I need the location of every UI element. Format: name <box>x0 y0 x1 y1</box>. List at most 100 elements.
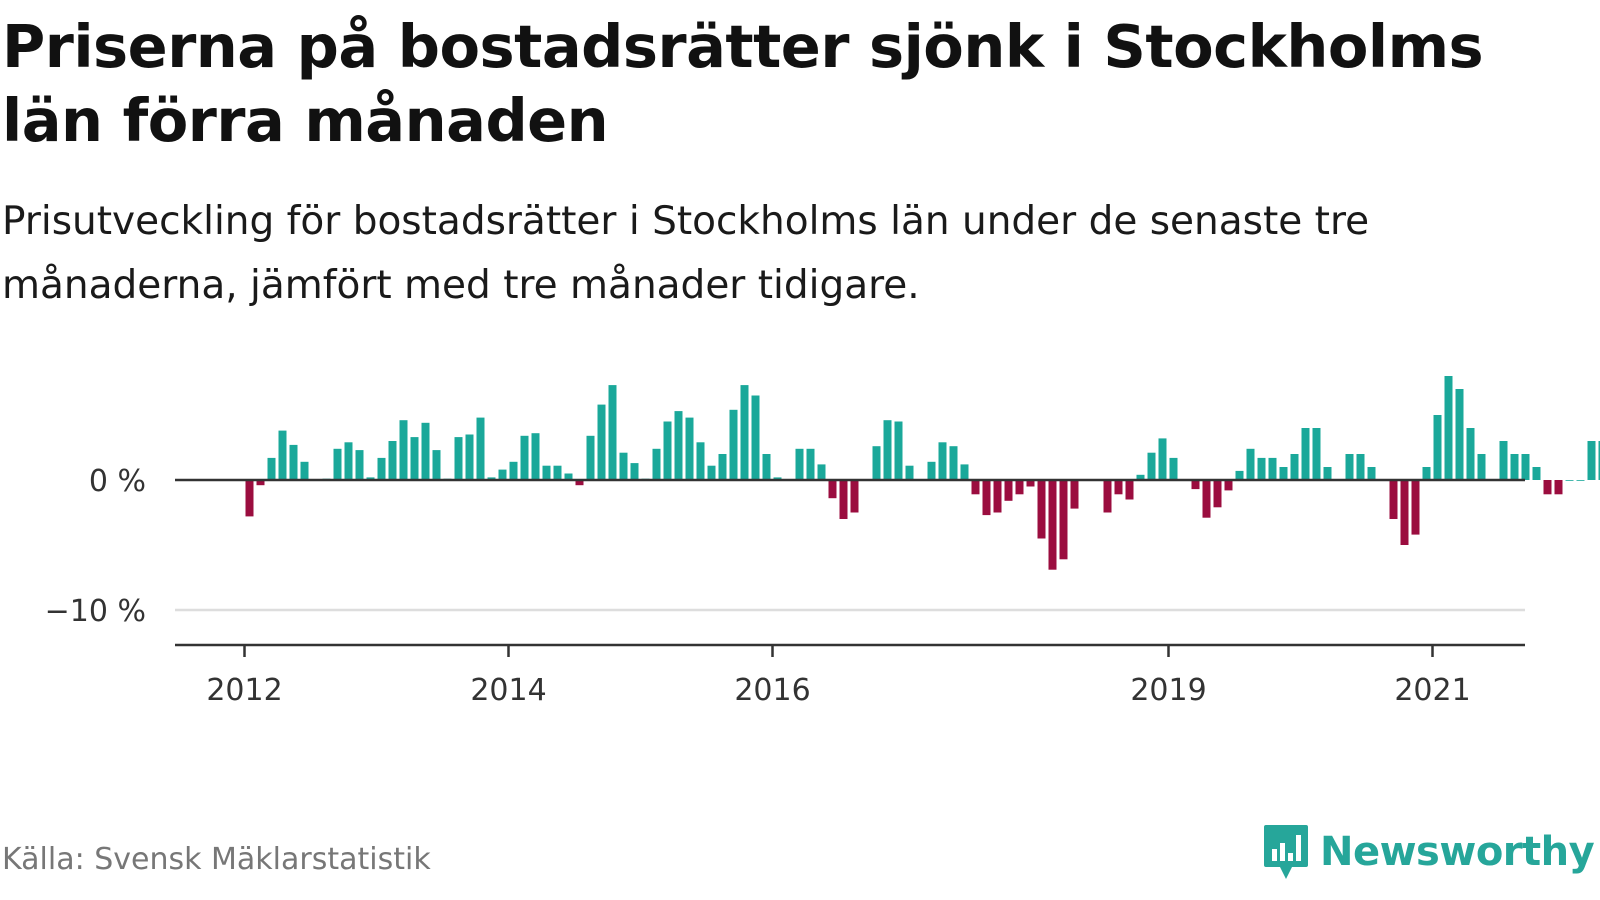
bar <box>982 480 991 516</box>
bar <box>795 448 804 480</box>
bar <box>751 395 760 480</box>
bars <box>245 376 1600 570</box>
bar <box>476 417 485 480</box>
bar <box>597 404 606 480</box>
bar <box>740 385 749 480</box>
newsworthy-logo-icon <box>1264 825 1308 879</box>
bar <box>905 465 914 480</box>
bar <box>388 441 397 480</box>
bar <box>1246 448 1255 480</box>
bar <box>1103 480 1112 513</box>
bar <box>806 448 815 480</box>
bar <box>256 480 265 486</box>
bar <box>619 452 628 480</box>
bar <box>685 417 694 480</box>
bar <box>1345 454 1354 480</box>
bar <box>1059 480 1068 560</box>
bar <box>652 448 661 480</box>
x-tick-label: 2012 <box>206 673 282 708</box>
bar <box>520 435 529 480</box>
bar <box>773 477 782 480</box>
bar <box>1312 428 1321 480</box>
bar <box>1224 480 1233 491</box>
bar <box>1147 452 1156 480</box>
bar <box>1136 474 1145 480</box>
bar <box>1510 454 1519 480</box>
bar <box>927 461 936 480</box>
bar <box>1576 480 1585 481</box>
bar <box>1158 438 1167 480</box>
bar <box>1367 467 1376 480</box>
bar <box>432 450 441 480</box>
bar <box>1444 376 1453 480</box>
bar <box>564 473 573 480</box>
bar <box>487 477 496 480</box>
bar <box>300 461 309 480</box>
bar <box>366 477 375 480</box>
bar <box>1070 480 1079 509</box>
bar <box>1015 480 1024 495</box>
bar <box>630 463 639 480</box>
bar <box>245 480 254 517</box>
bar <box>1433 415 1442 480</box>
x-ticks: 201220142016201920212023 <box>206 645 1471 708</box>
bar <box>817 464 826 480</box>
bar <box>993 480 1002 513</box>
bar <box>1268 457 1277 480</box>
bar <box>729 409 738 480</box>
bar <box>498 469 507 480</box>
bar <box>410 437 419 480</box>
bar <box>1356 454 1365 480</box>
bar <box>1026 480 1035 487</box>
bar <box>454 437 463 480</box>
bar <box>938 442 947 480</box>
bar <box>542 465 551 480</box>
bar <box>1411 480 1420 535</box>
bar <box>762 454 771 480</box>
bar <box>971 480 980 495</box>
bar <box>1521 454 1530 480</box>
x-tick-label: 2021 <box>1394 673 1470 708</box>
bar <box>1257 457 1266 480</box>
bar <box>1400 480 1409 545</box>
bar <box>1114 480 1123 495</box>
bar <box>278 430 287 480</box>
bar <box>1235 470 1244 480</box>
bar <box>663 421 672 480</box>
bar <box>465 434 474 480</box>
brand-name: Newsworthy <box>1320 829 1595 875</box>
bar <box>531 433 540 480</box>
bar <box>1048 480 1057 570</box>
bar-chart: 0 %−10 % 201220142016201920212023 −1 % <box>45 376 1600 708</box>
bar <box>1598 441 1600 480</box>
bar <box>883 420 892 480</box>
bar <box>553 465 562 480</box>
bar <box>289 444 298 480</box>
x-tick-label: 2016 <box>734 673 810 708</box>
bar <box>333 448 342 480</box>
bar <box>344 442 353 480</box>
y-tick-labels: 0 % −10 % <box>45 464 146 629</box>
bar <box>1422 467 1431 480</box>
bar <box>696 442 705 480</box>
bar <box>586 435 595 480</box>
bar <box>608 385 617 480</box>
bar <box>1466 428 1475 480</box>
bar <box>707 465 716 480</box>
bar <box>1004 480 1013 501</box>
bar <box>1202 480 1211 518</box>
bar <box>355 450 364 480</box>
source-note: Källa: Svensk Mäklarstatistik <box>2 842 431 877</box>
y-tick-label: −10 % <box>45 594 146 629</box>
chart-subtitle: Prisutveckling för bostadsrätter i Stock… <box>2 199 1370 308</box>
x-tick-label: 2014 <box>470 673 546 708</box>
bar <box>377 457 386 480</box>
brand-logo[interactable]: Newsworthy <box>1262 822 1595 882</box>
bar <box>1323 467 1332 480</box>
bar <box>850 480 859 513</box>
bar <box>421 422 430 480</box>
bar <box>1499 441 1508 480</box>
bar <box>1389 480 1398 519</box>
bar <box>575 480 584 486</box>
bar <box>718 454 727 480</box>
